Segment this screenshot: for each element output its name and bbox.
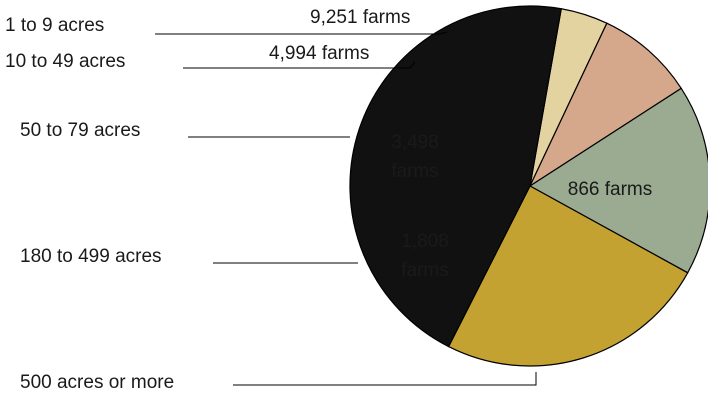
slice-10-to-49-acres: [447, 185, 689, 367]
value-label-180-to-499-unit: farms: [401, 260, 449, 281]
category-label-1-to-9: 1 to 9 acres: [5, 15, 104, 36]
leader-line-1-to-9: [155, 31, 448, 35]
value-label-50-to-79-unit: farms: [391, 161, 439, 182]
category-label-180-to-499: 180 to 499 acres: [20, 246, 162, 267]
value-label-50-to-79-number: 3,498: [391, 132, 439, 153]
slice-50-to-79-acres: [528, 87, 708, 274]
slice-1-to-9-acres: [349, 5, 562, 348]
category-label-50-to-79: 50 to 79 acres: [20, 120, 140, 141]
value-label-10-to-49: 4,994 farms: [269, 43, 369, 64]
value-label-180-to-499-number: 1,808: [401, 231, 449, 252]
leader-line-500-or-more: [233, 372, 537, 386]
slice-180-to-499-acres: [528, 22, 683, 188]
value-label-1-to-9: 9,251 farms: [310, 7, 410, 28]
category-label-10-to-49: 10 to 49 acres: [5, 51, 125, 72]
category-label-500-or-more: 500 acres or more: [20, 372, 174, 393]
value-label-500-acres: 866 farms: [568, 179, 652, 200]
leader-line-10-to-49: [183, 61, 416, 69]
